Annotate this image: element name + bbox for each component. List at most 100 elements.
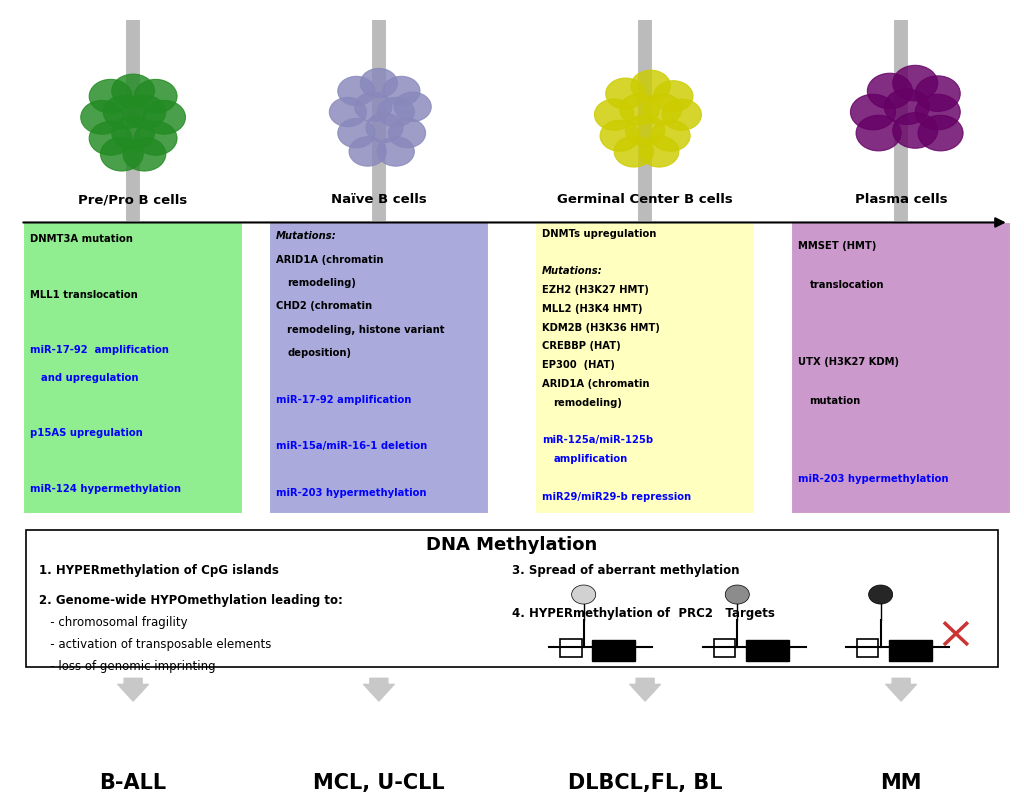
Circle shape (366, 113, 403, 142)
FancyBboxPatch shape (268, 222, 489, 514)
FancyBboxPatch shape (26, 530, 998, 667)
Circle shape (338, 118, 375, 148)
Circle shape (388, 118, 426, 148)
Circle shape (918, 116, 963, 151)
Text: p15AS upregulation: p15AS upregulation (31, 428, 143, 438)
Circle shape (594, 100, 634, 130)
Text: Plasma cells: Plasma cells (855, 193, 947, 206)
Text: 3. Spread of aberrant methylation: 3. Spread of aberrant methylation (512, 564, 739, 577)
Circle shape (142, 100, 185, 134)
Circle shape (330, 97, 367, 127)
Text: UTX (H3K27 KDM): UTX (H3K27 KDM) (799, 358, 899, 367)
Circle shape (856, 116, 901, 151)
Text: Pre/Pro B cells: Pre/Pro B cells (79, 193, 187, 206)
Text: 1. HYPERmethylation of CpG islands: 1. HYPERmethylation of CpG islands (39, 564, 279, 577)
Circle shape (653, 81, 693, 112)
Text: 2. Genome-wide HYPOmethylation leading to:: 2. Genome-wide HYPOmethylation leading t… (39, 595, 343, 608)
FancyBboxPatch shape (535, 222, 755, 514)
Circle shape (620, 94, 659, 125)
Bar (889, 641, 932, 661)
Circle shape (642, 94, 682, 125)
Circle shape (89, 79, 132, 113)
Circle shape (915, 95, 961, 130)
Bar (714, 639, 735, 658)
Text: DNA Methylation: DNA Methylation (426, 536, 598, 554)
Circle shape (134, 121, 177, 155)
Text: remodeling, histone variant: remodeling, histone variant (287, 324, 444, 335)
Text: KDM2B (H3K36 HMT): KDM2B (H3K36 HMT) (543, 323, 660, 332)
Text: miR-124 hypermethylation: miR-124 hypermethylation (31, 484, 181, 493)
Text: and upregulation: and upregulation (42, 373, 139, 383)
Text: MM: MM (881, 773, 922, 793)
Text: miR-203 hypermethylation: miR-203 hypermethylation (276, 488, 426, 498)
Circle shape (383, 76, 420, 106)
Text: CREBBP (HAT): CREBBP (HAT) (543, 341, 621, 351)
Text: Mutations:: Mutations: (543, 266, 603, 277)
Text: deposition): deposition) (287, 348, 351, 358)
Circle shape (134, 79, 177, 113)
Circle shape (631, 70, 671, 101)
Text: MMSET (HMT): MMSET (HMT) (799, 241, 877, 251)
Text: DNMTs upregulation: DNMTs upregulation (543, 229, 656, 239)
Text: translocation: translocation (809, 280, 884, 290)
Circle shape (600, 121, 639, 151)
Text: miR-203 hypermethylation: miR-203 hypermethylation (799, 474, 948, 484)
Text: EP300  (HAT): EP300 (HAT) (543, 360, 615, 371)
Circle shape (868, 585, 893, 604)
Circle shape (606, 78, 645, 109)
Text: remodeling): remodeling) (287, 278, 356, 288)
Text: mutation: mutation (809, 396, 861, 406)
Text: remodeling): remodeling) (553, 398, 623, 408)
Circle shape (867, 74, 912, 109)
Text: MLL2 (H3K4 HMT): MLL2 (H3K4 HMT) (543, 304, 643, 314)
Circle shape (112, 74, 155, 108)
FancyArrowPatch shape (886, 678, 916, 701)
Text: miR-17-92 amplification: miR-17-92 amplification (276, 395, 412, 404)
Bar (857, 639, 879, 658)
Text: - activation of transposable elements: - activation of transposable elements (39, 638, 271, 651)
Text: miR-125a/miR-125b: miR-125a/miR-125b (543, 435, 653, 446)
Circle shape (338, 76, 375, 106)
Text: - loss of genomic imprinting: - loss of genomic imprinting (39, 660, 215, 673)
Text: Naïve B cells: Naïve B cells (331, 193, 427, 206)
Text: miR29/miR29-b repression: miR29/miR29-b repression (543, 492, 691, 502)
Circle shape (663, 100, 701, 130)
Text: Mutations:: Mutations: (276, 231, 337, 241)
Circle shape (614, 136, 653, 167)
Circle shape (123, 95, 166, 129)
Circle shape (639, 136, 679, 167)
Text: CHD2 (chromatin: CHD2 (chromatin (276, 301, 372, 311)
Text: miR-15a/miR-16-1 deletion: miR-15a/miR-16-1 deletion (276, 441, 427, 451)
Circle shape (377, 137, 415, 166)
FancyArrowPatch shape (118, 678, 148, 701)
Text: MCL, U-CLL: MCL, U-CLL (313, 773, 444, 793)
Text: DLBCL,FL, BL: DLBCL,FL, BL (568, 773, 722, 793)
Circle shape (123, 138, 166, 171)
Circle shape (100, 138, 143, 171)
Text: DNMT3A mutation: DNMT3A mutation (31, 234, 133, 244)
Text: - chromosomal fragility: - chromosomal fragility (39, 616, 187, 629)
FancyArrowPatch shape (630, 678, 660, 701)
Circle shape (850, 95, 895, 130)
Text: miR-17-92  amplification: miR-17-92 amplification (31, 345, 169, 355)
Circle shape (89, 121, 132, 155)
Bar (745, 641, 788, 661)
Circle shape (377, 97, 415, 127)
Circle shape (725, 585, 750, 604)
FancyBboxPatch shape (24, 222, 244, 514)
Circle shape (893, 112, 938, 148)
Circle shape (360, 69, 397, 98)
FancyArrowPatch shape (364, 678, 394, 701)
Circle shape (81, 100, 124, 134)
Circle shape (112, 116, 155, 150)
FancyBboxPatch shape (791, 222, 1011, 514)
Circle shape (893, 66, 938, 101)
Circle shape (884, 89, 930, 125)
Circle shape (571, 585, 596, 604)
Circle shape (626, 115, 665, 146)
Circle shape (354, 92, 392, 121)
Text: ARID1A (chromatin: ARID1A (chromatin (543, 379, 649, 389)
Text: amplification: amplification (553, 454, 628, 464)
Text: Germinal Center B cells: Germinal Center B cells (557, 193, 733, 206)
Circle shape (349, 137, 386, 166)
